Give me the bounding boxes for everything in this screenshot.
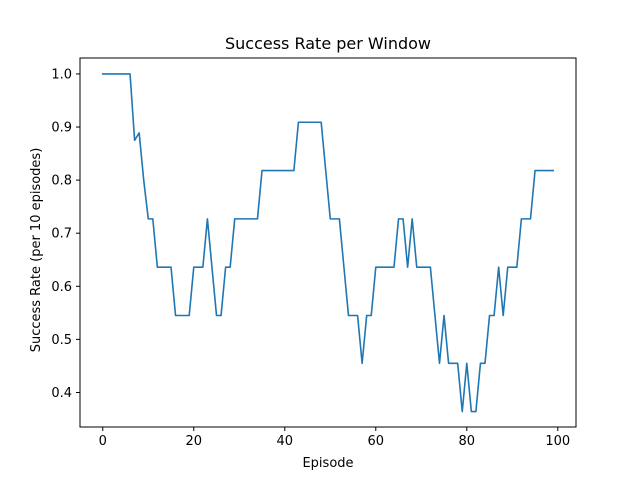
chart-title: Success Rate per Window (225, 34, 431, 53)
y-tick-label: 1.0 (51, 67, 72, 82)
x-tick-label: 80 (459, 434, 476, 449)
y-tick-label: 0.9 (51, 121, 72, 136)
y-tick-label: 0.8 (51, 174, 72, 189)
plot-area: 0 20 40 60 80 100 0.4 0.5 0.6 0.7 0.8 0.9 1.0 (51, 57, 577, 449)
series-line-0 (101, 73, 555, 413)
y-tick-label: 0.7 (51, 227, 72, 242)
x-tick-label: 40 (276, 434, 293, 449)
y-tick-label: 0.5 (51, 333, 72, 348)
y-tick-label: 0.4 (51, 386, 72, 401)
x-tick-label: 0 (99, 434, 107, 449)
x-tick-label: 100 (545, 434, 570, 449)
x-tick-label: 60 (368, 434, 385, 449)
x-tick-label: 20 (185, 434, 202, 449)
plot-frame (79, 57, 577, 428)
y-tick-label: 0.6 (51, 280, 72, 295)
y-axis-label: Success Rate (per 10 episodes) (29, 148, 44, 353)
x-axis-label: Episode (302, 456, 353, 471)
